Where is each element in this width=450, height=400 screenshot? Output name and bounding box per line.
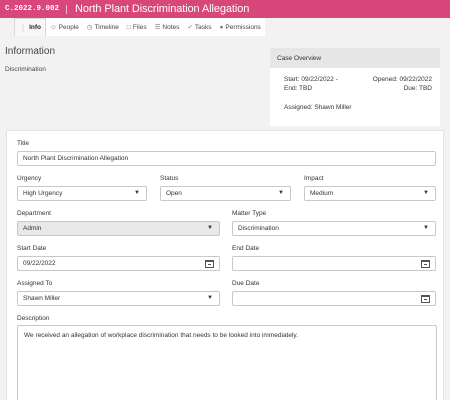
tab-people[interactable]: ☺ People: [46, 18, 83, 36]
urgency-label: Urgency: [17, 175, 42, 182]
status-label: Status: [160, 175, 179, 182]
case-header: C.2022.9.002 North Plant Discrimination …: [0, 0, 450, 18]
info-icon: ❕: [19, 24, 28, 32]
status-select[interactable]: Open ▼: [160, 186, 291, 201]
calendar-icon[interactable]: [421, 295, 430, 303]
title-label: Title: [17, 140, 30, 147]
tab-timeline[interactable]: ◷ Timeline: [83, 18, 123, 36]
section-title: Information: [5, 46, 56, 57]
department-value: Admin: [23, 225, 42, 232]
matter-type-select[interactable]: Discrimination ▼: [232, 221, 436, 236]
lock-icon: ●: [219, 23, 224, 31]
chevron-down-icon: ▼: [207, 225, 213, 231]
matter-type-label: Matter Type: [232, 210, 267, 217]
tab-label: Info: [29, 24, 42, 31]
case-form: Title North Plant Discrimination Allegat…: [6, 130, 444, 400]
tab-label: Timeline: [94, 23, 119, 31]
due-date-label: Due Date: [232, 280, 260, 287]
people-icon: ☺: [50, 23, 57, 31]
tab-label: Tasks: [194, 23, 212, 31]
department-label: Department: [17, 210, 51, 217]
tab-label: Files: [132, 23, 147, 31]
tab-label: Notes: [162, 23, 180, 31]
calendar-icon[interactable]: [421, 260, 430, 268]
overview-start: Start: 09/22/2022 -: [284, 76, 338, 83]
tab-tasks[interactable]: ✓ Tasks: [183, 18, 215, 36]
assigned-to-label: Assigned To: [17, 280, 53, 287]
due-date-input[interactable]: [232, 291, 436, 306]
description-textarea[interactable]: We received an allegation of workplace d…: [17, 325, 437, 400]
overview-end: End: TBD: [284, 84, 313, 92]
case-overview-panel: Case Overview Start: 09/22/2022 - End: T…: [270, 48, 440, 126]
assigned-to-select[interactable]: Shawn Miller ▼: [17, 291, 220, 306]
status-value: Open: [166, 190, 182, 197]
chevron-down-icon: ▼: [423, 225, 429, 231]
end-date-label: End Date: [232, 245, 260, 252]
overview-opened: Opened: 09/22/2022: [372, 76, 432, 83]
description-label: Description: [17, 315, 50, 322]
clock-icon: ◷: [86, 24, 93, 31]
tab-notes[interactable]: ☰ Notes: [151, 18, 184, 36]
overview-due: Due: TBD: [403, 84, 432, 92]
tab-label: People: [58, 23, 79, 31]
chevron-down-icon: ▼: [207, 295, 213, 301]
notes-icon: ☰: [154, 24, 161, 31]
impact-select[interactable]: Medium ▼: [304, 186, 436, 201]
calendar-icon[interactable]: [205, 260, 214, 268]
file-icon: □: [126, 23, 131, 31]
start-date-input[interactable]: 09/22/2022: [17, 256, 220, 271]
case-overview-heading: Case Overview: [270, 48, 440, 68]
chevron-down-icon: ▼: [278, 190, 284, 196]
case-id: C.2022.9.002: [5, 4, 68, 14]
tab-bar: ❕ Info ☺ People ◷ Timeline □ Files ☰ Notes ✓ T…: [14, 18, 265, 36]
overview-opened-due: Opened: 09/22/2022 Due: TBD: [373, 76, 432, 93]
tab-files[interactable]: □ Files: [123, 18, 151, 36]
chevron-down-icon: ▼: [134, 190, 140, 196]
tab-permissions[interactable]: ● Permissions: [215, 18, 264, 36]
urgency-value: High Urgency: [23, 190, 63, 197]
overview-assigned: Assigned: Shawn Miller: [284, 104, 352, 111]
tab-info[interactable]: ❕ Info: [14, 18, 47, 36]
case-title: North Plant Discrimination Allegation: [75, 3, 250, 15]
chevron-down-icon: ▼: [423, 190, 429, 196]
matter-type-value: Discrimination: [238, 225, 279, 232]
title-input[interactable]: North Plant Discrimination Allegation: [17, 151, 436, 166]
urgency-select[interactable]: High Urgency ▼: [17, 186, 147, 201]
department-select[interactable]: Admin ▼: [17, 221, 220, 236]
section-subtitle: Discrimination: [5, 66, 46, 73]
tab-label: Permissions: [225, 23, 261, 31]
impact-label: Impact: [304, 175, 324, 182]
start-date-value: 09/22/2022: [23, 260, 56, 267]
end-date-input[interactable]: [232, 256, 436, 271]
title-value: North Plant Discrimination Allegation: [23, 155, 129, 162]
start-date-label: Start Date: [17, 245, 47, 252]
assigned-to-value: Shawn Miller: [23, 295, 61, 302]
impact-value: Medium: [310, 190, 334, 197]
check-icon: ✓: [187, 24, 193, 31]
overview-dates: Start: 09/22/2022 - End: TBD: [284, 76, 338, 93]
